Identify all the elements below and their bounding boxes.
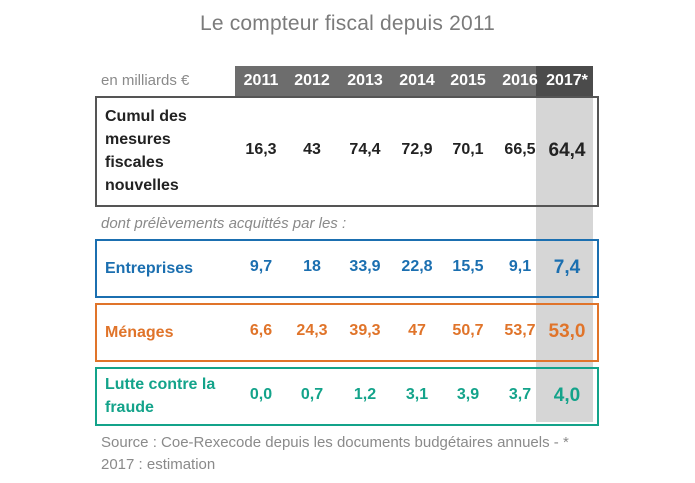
cell-menages-2016: 53,7 (504, 322, 536, 340)
unit-label: en milliards € (101, 72, 190, 89)
year-header-2017-bar (536, 66, 593, 96)
cell-entreprises-2016: 9,1 (508, 258, 532, 276)
row-label-line: nouvelles (105, 177, 179, 194)
cell-cumul-2015: 70,1 (452, 141, 484, 159)
cell-fraude-2017: 4,0 (553, 384, 581, 406)
row-label-line: fraude (105, 399, 154, 416)
cell-menages-2011: 6,6 (249, 322, 273, 340)
cell-entreprises-2017: 7,4 (553, 256, 581, 278)
year-header-bar (235, 66, 536, 96)
cell-entreprises-2011: 9,7 (249, 258, 273, 276)
chart-title: Le compteur fiscal depuis 2011 (199, 12, 496, 35)
cell-fraude-2015: 3,9 (456, 386, 480, 404)
cell-menages-2012: 24,3 (296, 322, 328, 340)
year-header: 2016 (502, 72, 538, 89)
row-box-menages (95, 303, 599, 362)
row-label-line: Ménages (105, 323, 174, 341)
year-header: 2015 (450, 72, 486, 89)
row-label-line: fiscales (105, 154, 164, 171)
cell-cumul-2017: 64,4 (548, 139, 586, 161)
row-label-menages: Ménages (105, 321, 173, 344)
cell-menages-2013: 39,3 (349, 322, 381, 340)
cell-entreprises-2014: 22,8 (401, 258, 433, 276)
cell-cumul-2016: 66,5 (504, 141, 536, 159)
cell-cumul-2014: 72,9 (401, 141, 433, 159)
cell-menages-2015: 50,7 (452, 322, 484, 340)
cell-cumul-2012: 43 (303, 141, 321, 159)
cell-menages-2014: 47 (408, 322, 426, 340)
row-label-line: Lutte contre la (105, 376, 216, 393)
row-box-fraude (95, 367, 599, 426)
row-label-entreprises: Entreprises (105, 257, 193, 280)
row-label-line: Cumul des (105, 108, 187, 125)
source-note: Source : Coe-Rexecode depuis les documen… (101, 434, 569, 473)
cell-cumul-2011: 16,3 (245, 141, 277, 159)
cell-fraude-2013: 1,2 (353, 386, 377, 404)
row-label-fraude: Lutte contre la fraude (105, 373, 215, 419)
cell-entreprises-2013: 33,9 (349, 258, 381, 276)
cell-fraude-2011: 0,0 (249, 386, 273, 404)
year-header: 2017* (546, 72, 588, 89)
row-label-line: Entreprises (105, 259, 194, 277)
row-label-cumul: Cumul des mesures fiscales nouvelles (105, 105, 187, 197)
row-label-line: mesures (105, 131, 171, 148)
cell-fraude-2016: 3,7 (508, 386, 532, 404)
cell-menages-2017: 53,0 (548, 320, 586, 342)
subheading: dont prélèvements acquittés par les : (101, 215, 347, 232)
cell-fraude-2012: 0,7 (300, 386, 324, 404)
cell-entreprises-2015: 15,5 (452, 258, 484, 276)
year-header: 2012 (294, 72, 330, 89)
year-header: 2013 (347, 72, 383, 89)
cell-entreprises-2012: 18 (303, 258, 321, 276)
cell-cumul-2013: 74,4 (349, 141, 381, 159)
row-box-cumul (95, 96, 599, 207)
year-header: 2014 (399, 72, 435, 89)
year-header: 2011 (243, 72, 279, 89)
row-box-entreprises (95, 239, 599, 298)
cell-fraude-2014: 3,1 (405, 386, 429, 404)
